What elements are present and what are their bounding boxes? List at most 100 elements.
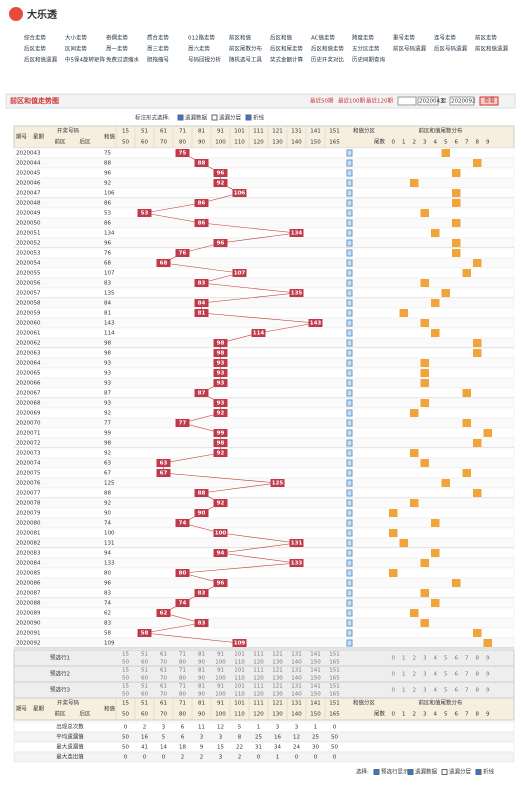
bin-to[interactable]: 50 xyxy=(122,676,129,682)
nav-link[interactable]: 随机选号工具 xyxy=(229,56,263,64)
bin-to[interactable]: 120 xyxy=(253,692,264,698)
tail-label[interactable]: 5 xyxy=(444,672,448,678)
bin-to[interactable]: 80 xyxy=(179,692,186,698)
nav-link[interactable]: 号码回报分析 xyxy=(188,56,222,64)
bin-from[interactable]: 141 xyxy=(310,668,321,674)
tail-label[interactable]: 3 xyxy=(423,672,427,678)
nav-link[interactable]: 后区号码遗漏 xyxy=(434,45,468,53)
footer-option[interactable]: 遗漏分层 xyxy=(449,768,472,776)
footer-option[interactable]: 折线 xyxy=(483,768,495,776)
nav-link[interactable]: 后区和值遗漏 xyxy=(24,56,58,64)
bin-from[interactable]: 131 xyxy=(291,652,302,658)
bin-from[interactable]: 61 xyxy=(160,668,167,674)
footer-option[interactable]: 预选行显示 xyxy=(381,768,409,776)
bin-from[interactable]: 101 xyxy=(234,668,245,674)
tail-label[interactable]: 7 xyxy=(465,672,469,678)
bin-from[interactable]: 151 xyxy=(329,684,340,690)
nav-link[interactable]: 综合走势 xyxy=(24,34,47,42)
bin-to[interactable]: 60 xyxy=(141,660,148,666)
nav-link[interactable]: 历史同期查询 xyxy=(352,56,386,64)
tail-label[interactable]: 0 xyxy=(392,656,396,662)
nav-link[interactable]: 五分区走势 xyxy=(352,45,380,53)
tail-label[interactable]: 2 xyxy=(413,656,417,662)
recent-link[interactable]: 最近120期 xyxy=(366,97,393,105)
option[interactable]: 遗漏数据 xyxy=(185,114,208,122)
tail-label[interactable]: 6 xyxy=(455,672,459,678)
bin-to[interactable]: 150 xyxy=(310,660,321,666)
tail-label[interactable]: 3 xyxy=(423,656,427,662)
tail-label[interactable]: 0 xyxy=(392,688,396,694)
nav-link[interactable]: 奇偶走势 xyxy=(106,34,129,42)
bin-from[interactable]: 15 xyxy=(122,684,129,690)
nav-link[interactable]: 中5保4旋转矩阵 xyxy=(65,56,105,64)
bin-from[interactable]: 131 xyxy=(291,684,302,690)
tail-label[interactable]: 4 xyxy=(434,656,438,662)
bin-from[interactable]: 91 xyxy=(217,684,224,690)
tail-label[interactable]: 1 xyxy=(402,672,406,678)
bin-from[interactable]: 61 xyxy=(160,652,167,658)
bin-from[interactable]: 131 xyxy=(291,668,302,674)
bin-to[interactable]: 130 xyxy=(272,692,283,698)
bin-to[interactable]: 80 xyxy=(179,676,186,682)
bin-from[interactable]: 71 xyxy=(179,652,186,658)
bin-to[interactable]: 90 xyxy=(198,660,205,666)
bin-from[interactable]: 61 xyxy=(160,684,167,690)
tail-label[interactable]: 7 xyxy=(465,688,469,694)
bin-to[interactable]: 140 xyxy=(291,660,302,666)
bin-from[interactable]: 111 xyxy=(253,652,264,658)
nav-link[interactable]: 后区走势 xyxy=(24,45,47,53)
bin-from[interactable]: 111 xyxy=(253,668,264,674)
nav-link[interactable]: 奖式金额计算 xyxy=(270,56,304,64)
tail-label[interactable]: 3 xyxy=(423,688,427,694)
bin-to[interactable]: 165 xyxy=(329,676,340,682)
bin-to[interactable]: 140 xyxy=(291,692,302,698)
nav-link[interactable]: 胆拖缩号 xyxy=(147,56,170,64)
tail-label[interactable]: 9 xyxy=(486,672,490,678)
bin-to[interactable]: 130 xyxy=(272,676,283,682)
bin-from[interactable]: 121 xyxy=(272,652,283,658)
tail-label[interactable]: 8 xyxy=(476,688,480,694)
recent-link[interactable]: 最近50期 xyxy=(310,97,334,105)
nav-link[interactable]: 历史开奖对比 xyxy=(311,56,345,64)
bin-from[interactable]: 51 xyxy=(141,668,148,674)
bin-from[interactable]: 101 xyxy=(234,652,245,658)
nav-link[interactable]: 后区和值走势 xyxy=(311,45,345,53)
tail-label[interactable]: 7 xyxy=(465,656,469,662)
bin-to[interactable]: 90 xyxy=(198,692,205,698)
bin-to[interactable]: 165 xyxy=(329,692,340,698)
bin-to[interactable]: 50 xyxy=(122,660,129,666)
nav-link[interactable]: 周六走势 xyxy=(188,45,211,53)
bin-from[interactable]: 81 xyxy=(198,684,205,690)
bin-from[interactable]: 101 xyxy=(234,684,245,690)
bin-from[interactable]: 91 xyxy=(217,668,224,674)
nav-link[interactable]: 周一走势 xyxy=(106,45,129,53)
bin-to[interactable]: 150 xyxy=(310,676,321,682)
nav-link[interactable]: 后区和值 xyxy=(270,34,293,42)
bin-to[interactable]: 70 xyxy=(160,660,167,666)
nav-link[interactable]: 前区尾数分布 xyxy=(229,45,263,53)
nav-link[interactable]: 前区走势 xyxy=(475,34,498,42)
bin-to[interactable]: 70 xyxy=(160,676,167,682)
tail-label[interactable]: 4 xyxy=(434,688,438,694)
bin-from[interactable]: 81 xyxy=(198,652,205,658)
nav-link[interactable]: 前区和值遗漏 xyxy=(475,45,509,53)
bin-to[interactable]: 90 xyxy=(198,676,205,682)
footer-option[interactable]: 遗漏数据 xyxy=(415,768,438,776)
bin-from[interactable]: 141 xyxy=(310,652,321,658)
bin-to[interactable]: 100 xyxy=(215,676,226,682)
bin-from[interactable]: 151 xyxy=(329,652,340,658)
bin-to[interactable]: 120 xyxy=(253,676,264,682)
bin-from[interactable]: 91 xyxy=(217,652,224,658)
option[interactable]: 遗漏分层 xyxy=(219,114,242,122)
tail-label[interactable]: 1 xyxy=(402,656,406,662)
bin-from[interactable]: 51 xyxy=(141,684,148,690)
nav-link[interactable]: 重号走势 xyxy=(393,34,416,42)
tail-label[interactable]: 1 xyxy=(402,688,406,694)
bin-to[interactable]: 80 xyxy=(179,660,186,666)
nav-link[interactable]: 大小走势 xyxy=(65,34,88,42)
tail-label[interactable]: 8 xyxy=(476,656,480,662)
bin-from[interactable]: 51 xyxy=(141,652,148,658)
nav-link[interactable]: 质合走势 xyxy=(147,34,170,42)
bin-from[interactable]: 15 xyxy=(122,652,129,658)
nav-link[interactable]: 前区号码遗漏 xyxy=(393,45,427,53)
